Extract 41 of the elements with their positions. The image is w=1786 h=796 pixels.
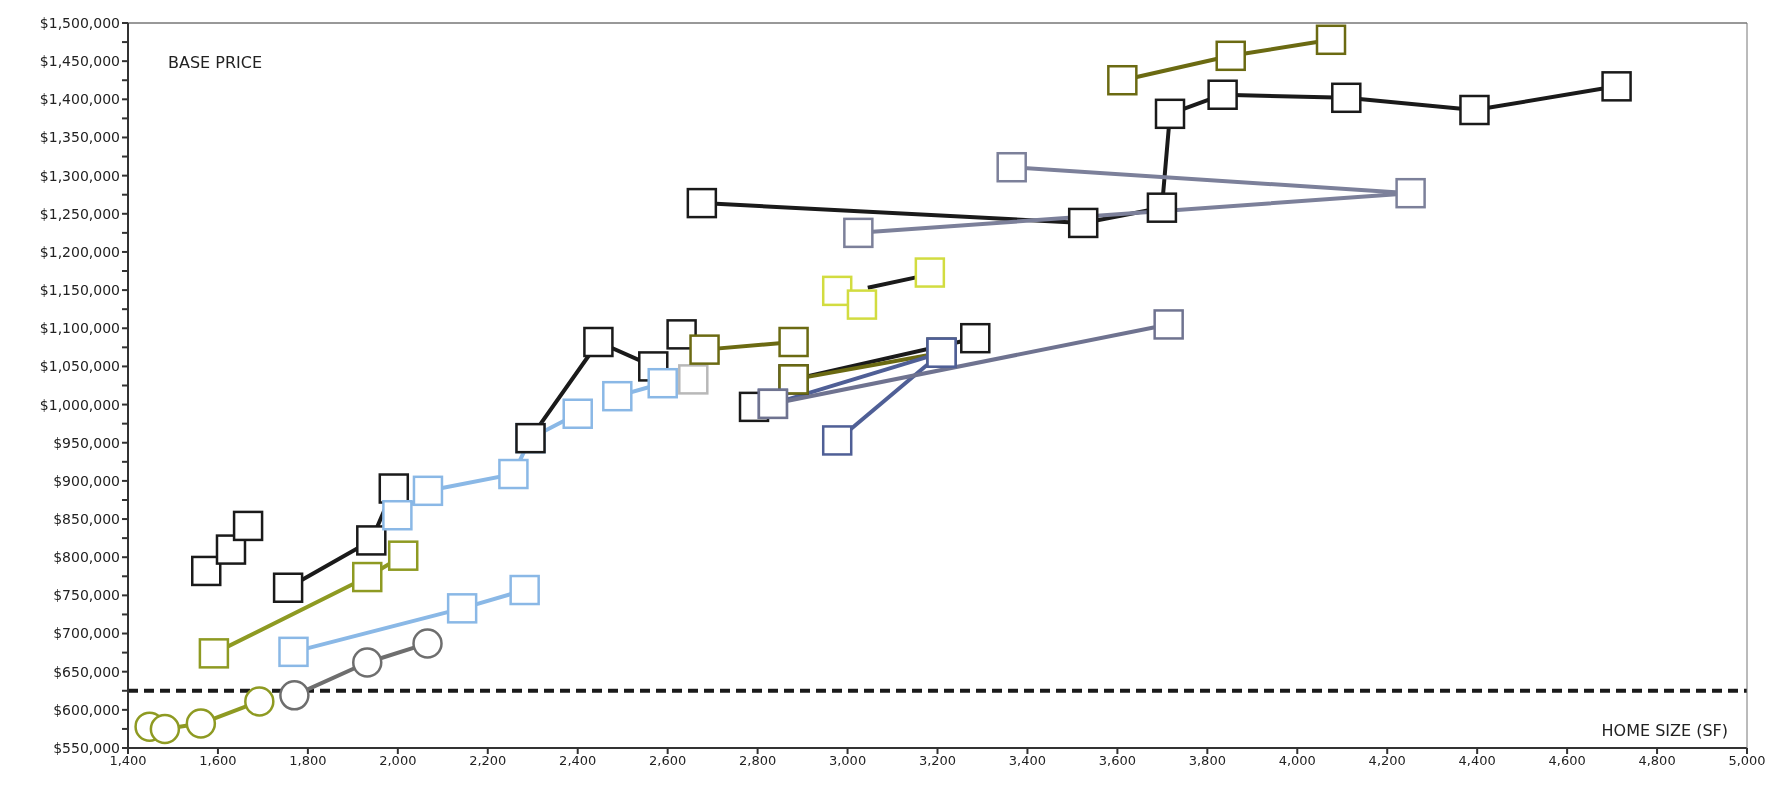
y-tick-label: $800,000 [53,549,120,566]
y-tick-label: $750,000 [53,587,120,604]
x-tick-label: 1,400 [109,753,147,769]
x-tick-label: 5,000 [1728,753,1766,769]
x-tick-label: 4,200 [1368,753,1406,769]
x-tick-label: 2,000 [379,753,417,769]
x-axis-title: HOME SIZE (SF) [1601,721,1728,740]
y-tick-label: $850,000 [53,511,120,528]
y-tick-label: $1,200,000 [39,243,120,260]
x-tick-label: 3,200 [918,753,957,769]
y-tick-label: $1,500,000 [39,14,120,31]
y-tick-label: $1,450,000 [39,53,120,70]
y-tick-label: $650,000 [53,663,120,680]
y-tick-label: $550,000 [53,739,120,756]
x-tick-label: 2,200 [469,753,507,769]
x-tick-label: 4,000 [1278,753,1316,769]
x-tick-label: 3,800 [1188,753,1226,769]
x-tick-label: 4,800 [1638,753,1676,769]
x-tick-label: 3,600 [1098,753,1136,769]
x-tick-label: 3,400 [1008,753,1047,769]
y-tick-label: $1,350,000 [39,129,120,146]
y-tick-label: $1,300,000 [39,167,120,184]
x-tick-label: 2,800 [739,753,777,769]
y-tick-label: $900,000 [53,472,120,489]
x-tick-label: 1,800 [289,753,327,769]
y-tick-label: $700,000 [53,625,120,642]
y-tick-label: $1,400,000 [39,91,120,108]
y-tick-label: $600,000 [53,701,120,718]
x-tick-label: 4,400 [1458,753,1496,769]
x-tick-label: 2,600 [649,753,687,769]
x-tick-label: 3,000 [828,753,867,769]
y-tick-label: $1,000,000 [39,396,120,413]
x-tick-label: 1,600 [199,753,237,769]
x-tick-label: 2,400 [559,753,597,769]
y-tick-label: $1,150,000 [39,282,120,299]
y-tick-label: $950,000 [53,434,120,451]
y-tick-label: $1,100,000 [39,320,120,337]
y-tick-label: $1,250,000 [39,205,120,222]
y-axis-title: BASE PRICE [168,53,263,72]
y-tick-label: $1,050,000 [39,358,120,375]
x-tick-label: 4,600 [1548,753,1586,769]
